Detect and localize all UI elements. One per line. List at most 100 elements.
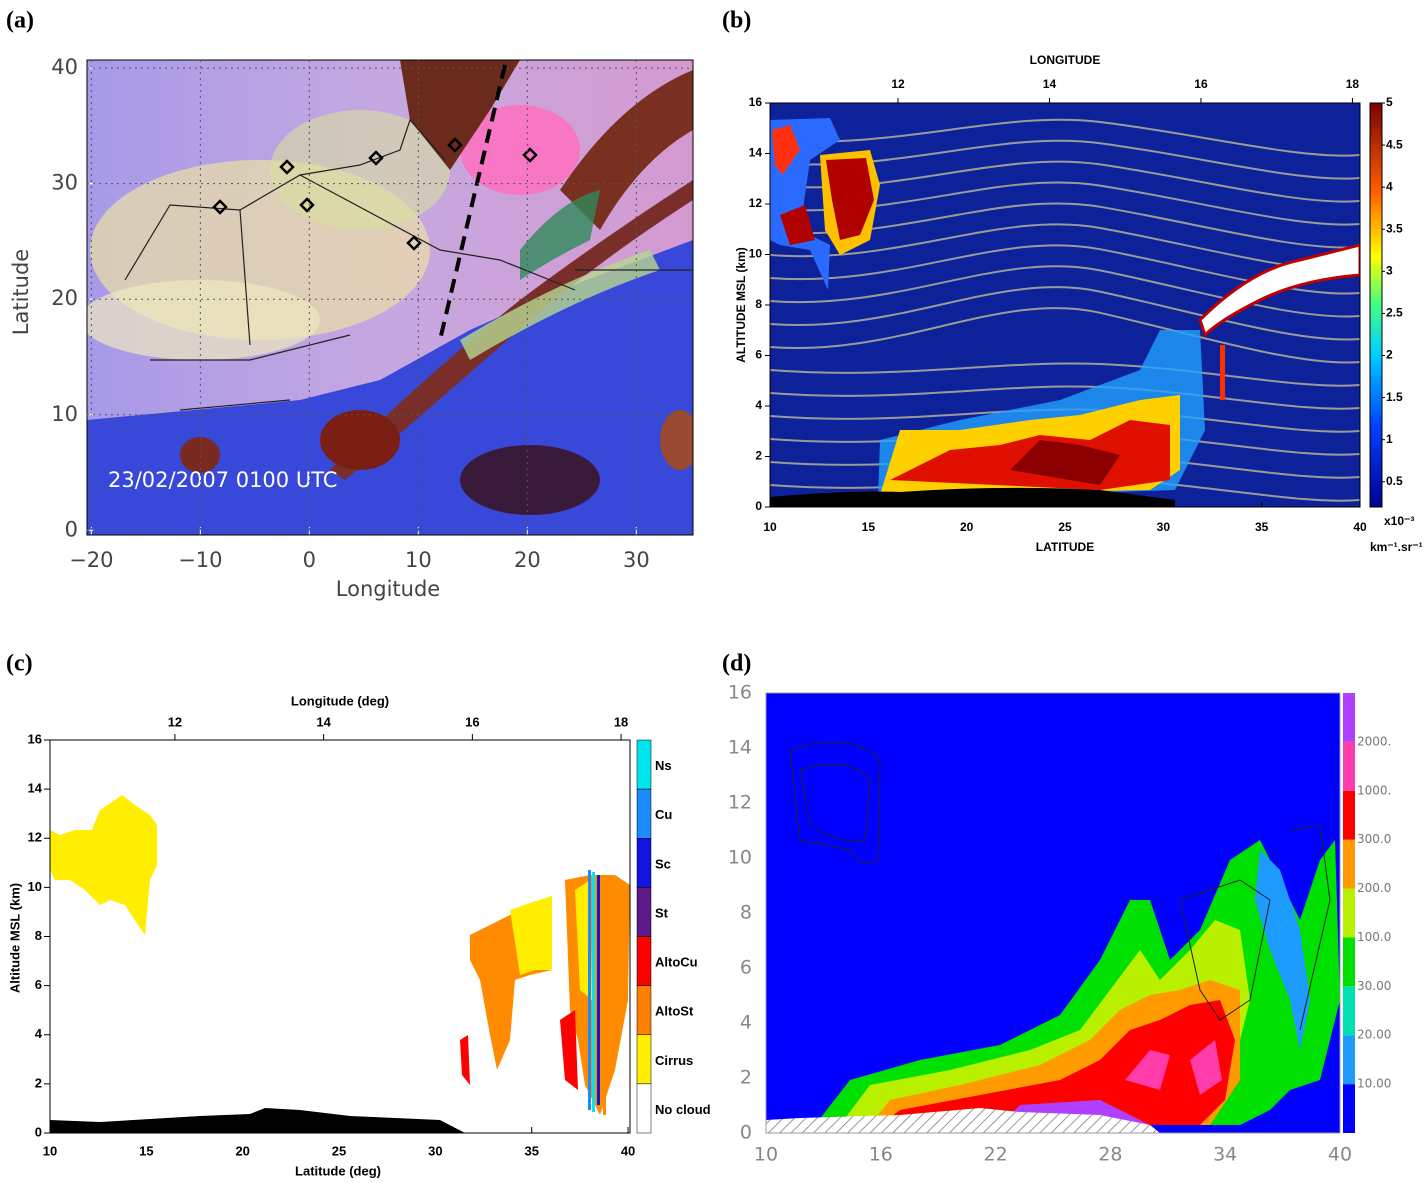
tick-label: 30 [1157, 520, 1171, 534]
contour [770, 307, 1360, 364]
tick-label: 40 [1353, 520, 1367, 534]
top-axis-label: Longitude (deg) [291, 693, 389, 708]
colorbar-segment [1343, 741, 1355, 791]
tick-label: 16 [749, 95, 763, 109]
colorbar-segment [1343, 986, 1355, 1036]
tick-label: 30 [51, 171, 78, 195]
contour [770, 181, 1360, 226]
tick-label: 0 [740, 1122, 752, 1144]
x-axis-label: LATITUDE [1036, 540, 1094, 554]
legend-label: No cloud [655, 1102, 711, 1117]
tick-label: 4 [35, 1026, 43, 1041]
colorbar [1369, 102, 1383, 508]
tick-label: 1.5 [1386, 390, 1403, 404]
cloud-classification [50, 795, 630, 1133]
frame [765, 692, 1341, 1134]
colorbar-segment [1343, 1035, 1355, 1085]
satellite-image [87, 60, 693, 535]
colorbar-segment [1343, 937, 1355, 987]
tick-label: 20 [235, 1143, 249, 1158]
tick-label: 10 [43, 1143, 57, 1158]
legend-label: AltoSt [655, 1004, 694, 1019]
colorbar-segment [1343, 693, 1355, 742]
tick-label: 20 [51, 286, 78, 310]
tick-label: 12 [28, 830, 42, 845]
tick-label: 2 [1386, 348, 1393, 362]
legend-label: Cu [655, 807, 672, 822]
tick-label: 4.5 [1386, 137, 1403, 151]
tick-label: 25 [332, 1143, 346, 1158]
legend-swatch [636, 1034, 652, 1085]
legend-swatch [636, 887, 652, 937]
top-axis-label: LONGITUDE [1030, 53, 1101, 67]
contour [770, 202, 1360, 249]
tick-label: 1 [1386, 432, 1393, 446]
tick-label: 10 [28, 879, 42, 894]
model-field [766, 693, 1340, 1133]
legend-swatch [636, 985, 652, 1035]
y-axis-label: Latitude [9, 249, 33, 335]
tick-label: 34 [1213, 1144, 1237, 1166]
colorbar-unit: km⁻¹.sr⁻¹ [1370, 540, 1423, 554]
x-axis-label: Longitude [336, 577, 440, 601]
panel-label: (b) [722, 8, 751, 34]
tick-label: 10 [728, 847, 752, 869]
legend-label: Cirrus [655, 1053, 693, 1068]
tick-label: 2 [35, 1075, 42, 1090]
tick-label: −10 [178, 548, 222, 572]
tick-label: 3.5 [1386, 221, 1403, 235]
legend-swatch [636, 1083, 652, 1134]
panel-label: (a) [6, 8, 34, 34]
legend-label: Ns [655, 758, 672, 773]
colorbar-segment [1343, 888, 1355, 938]
tick-label: 12 [168, 714, 182, 729]
tick-label: 10 [749, 247, 763, 261]
tick-label: 14 [1043, 77, 1057, 91]
colorbar-segment [1343, 1084, 1355, 1133]
tick-label: 16 [28, 731, 42, 746]
legend-swatch [636, 936, 652, 986]
contour [770, 139, 1360, 180]
y-axis-label: ALTITUDE MSL (km) [734, 247, 748, 363]
colorbar-unit: x10⁻³ [1384, 514, 1414, 528]
tick-label: 14 [728, 737, 752, 759]
tick-label: 10 [51, 402, 78, 426]
tick-label: 14 [28, 781, 43, 796]
tick-label: 4 [1386, 179, 1393, 193]
legend-label: AltoCu [655, 955, 698, 970]
tick-label: 20 [514, 548, 541, 572]
tick-label: 4 [755, 398, 762, 412]
tick-label: 15 [139, 1143, 153, 1158]
tick-label: 10 [405, 548, 432, 572]
tick-label: 30 [428, 1143, 442, 1158]
tick-label: 30 [623, 548, 650, 572]
tick-label: 40 [51, 55, 78, 79]
tick-label: 8 [740, 902, 752, 924]
tick-label: −20 [69, 548, 113, 572]
tick-label: 6 [35, 977, 42, 992]
tick-label: 16 [869, 1144, 893, 1166]
tick-label: 0.5 [1386, 474, 1403, 488]
colorbar-label: 10.00 [1357, 1077, 1391, 1091]
y-axis-label: Altitude MSL (km) [7, 883, 22, 993]
colorbar-segment [1343, 839, 1355, 889]
colorbar-label: 20.00 [1357, 1028, 1391, 1042]
tick-label: 8 [35, 928, 42, 943]
panel-label: (d) [722, 651, 751, 677]
colorbar-label: 100.0 [1357, 930, 1391, 944]
tick-label: 8 [755, 297, 762, 311]
tick-label: 2.5 [1386, 306, 1403, 320]
tick-label: 35 [524, 1143, 538, 1158]
tick-label: 12 [749, 196, 763, 210]
tick-label: 0 [35, 1124, 42, 1139]
tick-label: 25 [1058, 520, 1072, 534]
tick-label: 12 [728, 792, 752, 814]
tick-label: 0 [65, 517, 78, 541]
tick-label: 6 [740, 957, 752, 979]
legend-label: St [655, 905, 669, 920]
legend-swatch [636, 739, 652, 790]
colorbar-label: 30.00 [1357, 979, 1391, 993]
tick-label: 20 [960, 520, 974, 534]
tick-label: 0 [303, 548, 316, 572]
